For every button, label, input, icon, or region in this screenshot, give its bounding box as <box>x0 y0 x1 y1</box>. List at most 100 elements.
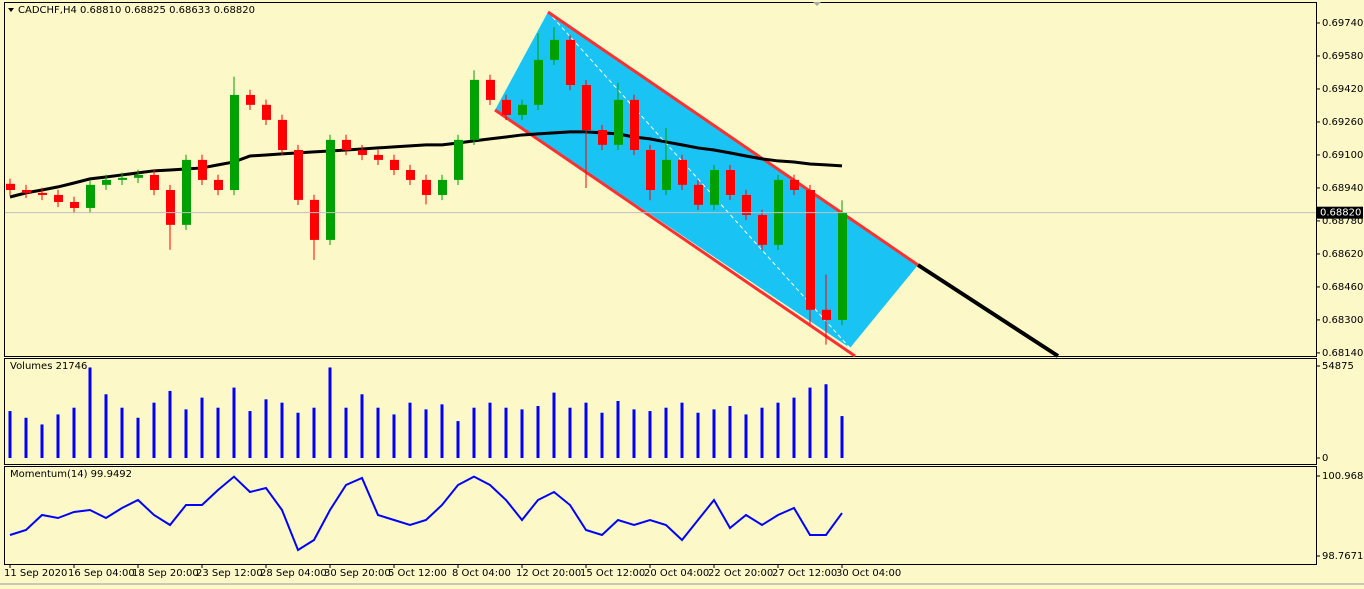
volume-bar <box>264 399 268 458</box>
volume-bar <box>200 397 204 458</box>
candle-body <box>502 99 511 115</box>
y-tick-label: 54875 <box>1322 361 1354 372</box>
candle-body <box>454 139 463 180</box>
y-tick-label: 0.69260 <box>1322 117 1363 128</box>
candle-body <box>822 309 831 320</box>
volume-bar <box>616 400 620 458</box>
volume-bar <box>8 411 12 458</box>
volume-bar <box>344 407 348 458</box>
volume-bar <box>136 417 140 458</box>
x-tick-label: 30 Oct 04:00 <box>836 568 901 579</box>
y-tick-label: 98.7671 <box>1322 551 1363 562</box>
volume-bar <box>24 417 28 458</box>
y-tick-label: 100.9683 <box>1322 471 1364 482</box>
channel-upper-line <box>547 10 919 267</box>
candle-body <box>38 192 47 195</box>
volume-bar <box>712 409 716 458</box>
momentum-line <box>9 475 843 552</box>
last-price-box <box>1317 206 1363 219</box>
candle-body <box>214 179 223 191</box>
volume-bar <box>648 411 652 458</box>
candle-body <box>838 212 847 320</box>
y-tick-label: 0.68300 <box>1322 315 1363 326</box>
volume-bar <box>728 406 732 458</box>
y-tick-label: 0.69740 <box>1322 18 1363 29</box>
candle-body <box>118 177 127 180</box>
y-tick-label: 0.68780 <box>1322 216 1363 227</box>
candle-body <box>310 199 319 240</box>
x-tick-label: 18 Sep 20:00 <box>132 568 199 579</box>
y-tick-label: 0.68460 <box>1322 282 1363 293</box>
volume-bar <box>376 407 380 458</box>
y-tick-label: 0.69100 <box>1322 150 1363 161</box>
x-tick-label: 16 Sep 04:00 <box>68 568 135 579</box>
volume-bar <box>72 407 76 458</box>
volume-bar <box>632 409 636 458</box>
channel-lower-line <box>494 108 856 358</box>
candle-body <box>470 79 479 140</box>
candle-body <box>694 184 703 205</box>
volume-bar <box>424 409 428 458</box>
y-tick-label: 0 <box>1322 453 1328 464</box>
candle-body <box>182 159 191 225</box>
candle-body <box>262 104 271 120</box>
volume-bar <box>552 392 556 458</box>
candle-body <box>534 59 543 105</box>
candle-body <box>630 99 639 150</box>
candle-body <box>278 119 287 150</box>
y-tick-label: 0.69420 <box>1322 84 1363 95</box>
volume-bar <box>584 402 588 458</box>
volume-bar <box>808 387 812 458</box>
x-tick-label: 23 Sep 12:00 <box>196 568 263 579</box>
volume-bar <box>280 402 284 458</box>
x-tick-label: 30 Sep 20:00 <box>324 568 391 579</box>
candle-body <box>582 85 591 130</box>
candle-body <box>358 149 367 155</box>
volume-bar <box>744 414 748 458</box>
volume-bar <box>392 414 396 458</box>
x-tick-label: 28 Sep 04:00 <box>260 568 327 579</box>
volume-bar <box>792 397 796 458</box>
x-tick-label: 22 Oct 20:00 <box>708 568 773 579</box>
volume-bar <box>56 414 60 458</box>
candle-body <box>742 194 751 215</box>
candle-body <box>710 169 719 205</box>
y-tick-label: 0.68620 <box>1322 249 1363 260</box>
candle-body <box>22 190 31 193</box>
last-price-label: 0.68820 <box>1320 208 1361 219</box>
volume-bar <box>520 409 524 458</box>
menu-arrow[interactable] <box>8 8 14 12</box>
candle-body <box>486 79 495 100</box>
y-tick-label: 0.68140 <box>1322 348 1363 359</box>
candle-body <box>518 104 527 115</box>
momentum-panel <box>4 466 1317 565</box>
panel-title: CADCHF,H4 0.68810 0.68825 0.68633 0.6882… <box>18 5 255 16</box>
volume-bar <box>168 390 172 458</box>
volume-bar <box>536 406 540 458</box>
candle-body <box>294 149 303 200</box>
x-tick-label: 8 Oct 04:00 <box>452 568 511 579</box>
volume-bar <box>152 402 156 458</box>
candle-body <box>806 190 815 310</box>
volume-bar <box>104 394 108 458</box>
volume-bar <box>408 402 412 458</box>
candle-body <box>662 159 671 191</box>
candle-body <box>646 149 655 191</box>
candle-body <box>166 190 175 225</box>
candle-body <box>54 194 63 202</box>
volume-bar <box>184 409 188 458</box>
candle-body <box>406 169 415 180</box>
volume-panel <box>4 358 1317 465</box>
moving-average <box>9 130 843 199</box>
volume-bar <box>664 407 668 458</box>
x-tick-label: 11 Sep 2020 <box>4 568 67 579</box>
candle-body <box>438 179 447 195</box>
volume-bar <box>760 407 764 458</box>
candle-body <box>550 39 559 60</box>
candle-body <box>134 174 143 178</box>
volume-bar <box>472 407 476 458</box>
volume-bar <box>40 424 44 458</box>
panel-title: Momentum(14) 99.9492 <box>10 469 132 480</box>
volume-bar <box>360 394 364 458</box>
